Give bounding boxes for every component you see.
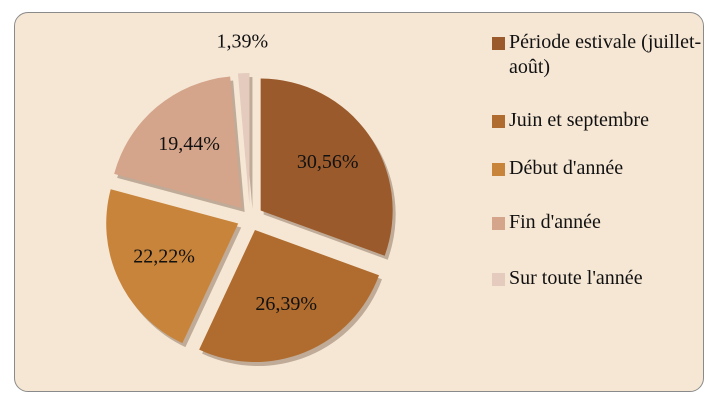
data-label: 30,56%	[297, 151, 359, 173]
legend-label: Juin et septembre	[509, 108, 649, 133]
legend-item: Fin d'année	[492, 210, 707, 235]
legend-item: Sur toute l'année	[492, 266, 707, 291]
legend-label: Sur toute l'année	[509, 266, 643, 291]
legend-label: Début d'année	[509, 156, 623, 181]
data-label: 26,39%	[255, 293, 317, 315]
legend-item: Période estivale (juillet-août)	[492, 30, 707, 80]
legend-swatch	[492, 37, 505, 50]
data-label: 19,44%	[158, 133, 220, 155]
page: 30,56% 26,39% 22,22% 19,44% 1,39% Période es…	[0, 0, 713, 407]
legend-item: Début d'année	[492, 156, 707, 181]
legend-swatch	[492, 273, 505, 286]
data-label: 22,22%	[133, 246, 195, 268]
data-label: 1,39%	[217, 30, 269, 52]
legend-swatch	[492, 163, 505, 176]
legend-label: Période estivale (juillet-août)	[509, 30, 707, 80]
legend-swatch	[492, 217, 505, 230]
legend-swatch	[492, 115, 505, 128]
legend-label: Fin d'année	[509, 210, 601, 235]
legend-item: Juin et septembre	[492, 108, 707, 133]
